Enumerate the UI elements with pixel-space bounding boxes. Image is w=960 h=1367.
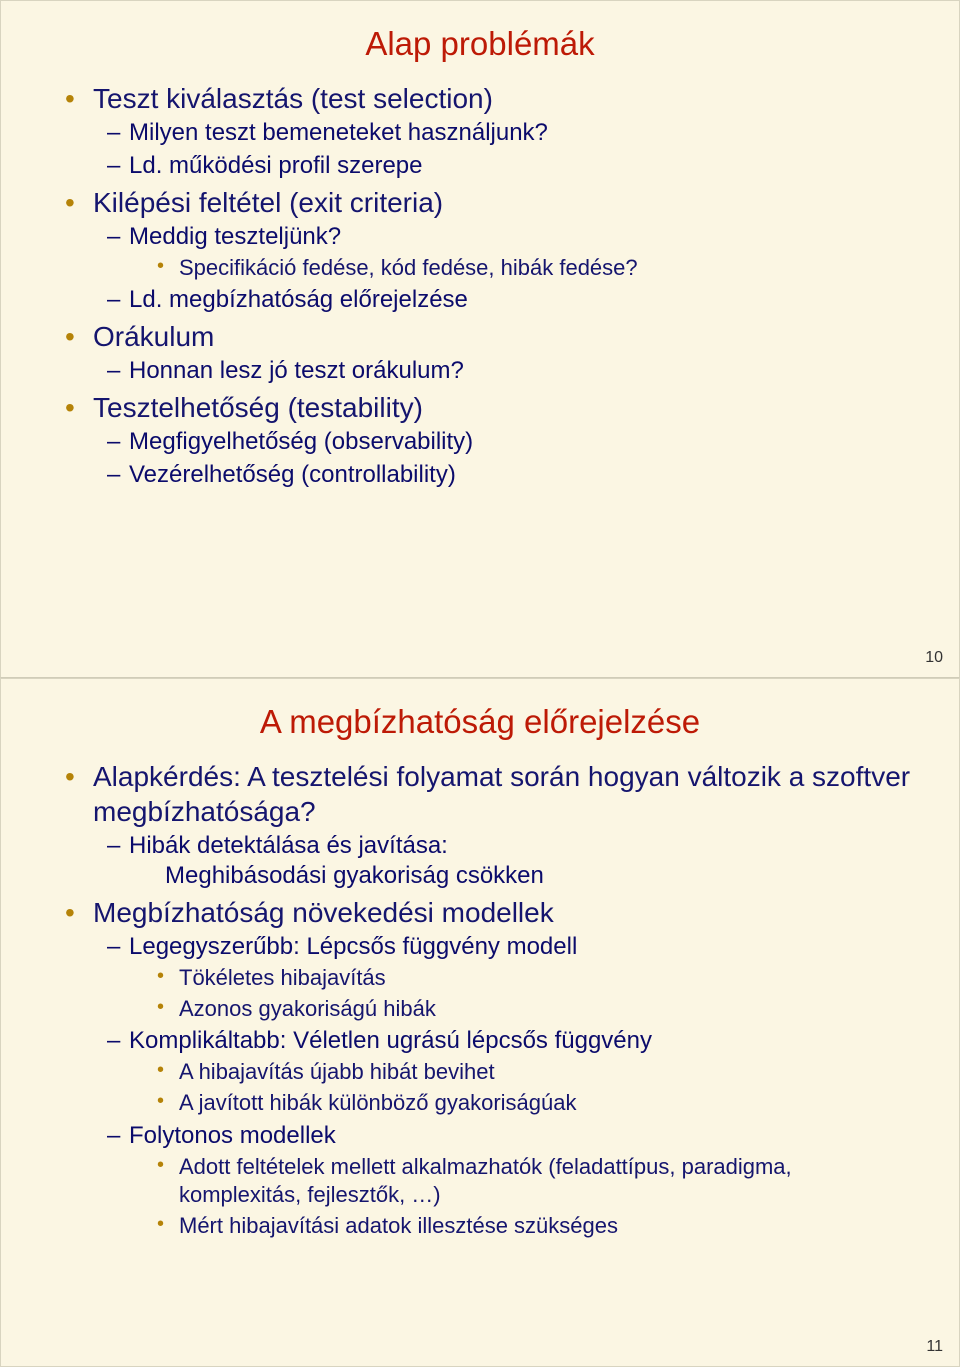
item-text: Tesztelhetőség (testability) <box>93 392 423 423</box>
list-item: Megfigyelhetőség (observability) <box>93 427 919 457</box>
bullet-list-lvl2: Megfigyelhetőség (observability) Vezérel… <box>93 427 919 490</box>
list-item: Hibák detektálása és javítása: Meghibáso… <box>93 831 919 891</box>
bullet-list-lvl1: Teszt kiválasztás (test selection) Milye… <box>65 81 919 490</box>
bullet-list-lvl2: Meddig teszteljünk? Specifikáció fedése,… <box>93 222 919 315</box>
list-item: Komplikáltabb: Véletlen ugrású lépcsős f… <box>93 1026 919 1117</box>
list-item: Honnan lesz jó teszt orákulum? <box>93 356 919 386</box>
slide-content: Alapkérdés: A tesztelési folyamat során … <box>1 759 959 1240</box>
bullet-list-lvl2: Hibák detektálása és javítása: Meghibáso… <box>93 831 919 891</box>
item-text: Honnan lesz jó teszt orákulum? <box>129 357 464 384</box>
item-text: A hibajavítás újabb hibát bevihet <box>179 1059 495 1084</box>
item-text: Ld. megbízhatóság előrejelzése <box>129 286 468 313</box>
list-item: Legegyszerűbb: Lépcsős függvény modell T… <box>93 932 919 1023</box>
item-text: Hibák detektálása és javítása: <box>129 832 448 859</box>
slide-2: A megbízhatóság előrejelzése Alapkérdés:… <box>0 678 960 1367</box>
item-text: Tökéletes hibajavítás <box>179 965 386 990</box>
slide-1: Alap problémák Teszt kiválasztás (test s… <box>0 0 960 678</box>
list-item: Milyen teszt bemeneteket használjunk? <box>93 118 919 148</box>
item-text: Legegyszerűbb: Lépcsős függvény modell <box>129 933 577 960</box>
item-text: A javított hibák különböző gyakoriságúak <box>179 1090 576 1115</box>
item-text: Megfigyelhetőség (observability) <box>129 428 473 455</box>
list-item: Kilépési feltétel (exit criteria) Meddig… <box>65 185 919 315</box>
item-text: Alapkérdés: A tesztelési folyamat során … <box>93 761 910 827</box>
bullet-list-lvl3: A hibajavítás újabb hibát bevihet A javí… <box>129 1058 919 1117</box>
list-item: Ld. megbízhatóság előrejelzése <box>93 285 919 315</box>
list-item: Alapkérdés: A tesztelési folyamat során … <box>65 759 919 891</box>
item-text: Specifikáció fedése, kód fedése, hibák f… <box>179 255 638 280</box>
bullet-list-lvl2: Milyen teszt bemeneteket használjunk? Ld… <box>93 118 919 181</box>
item-text: Kilépési feltétel (exit criteria) <box>93 187 443 218</box>
item-text: Vezérelhetőség (controllability) <box>129 461 456 488</box>
bullet-list-lvl3: Adott feltételek mellett alkalmazhatók (… <box>129 1153 919 1240</box>
bullet-list-lvl3: Tökéletes hibajavítás Azonos gyakoriságú… <box>129 964 919 1023</box>
item-text: Meddig teszteljünk? <box>129 223 341 250</box>
page-number: 11 <box>926 1338 943 1356</box>
list-item: Adott feltételek mellett alkalmazhatók (… <box>129 1153 919 1209</box>
list-item: Meddig teszteljünk? Specifikáció fedése,… <box>93 222 919 282</box>
bullet-list-lvl1: Alapkérdés: A tesztelési folyamat során … <box>65 759 919 1240</box>
list-item: Specifikáció fedése, kód fedése, hibák f… <box>129 254 919 282</box>
list-item: A javított hibák különböző gyakoriságúak <box>129 1089 919 1117</box>
list-item: Azonos gyakoriságú hibák <box>129 995 919 1023</box>
slide-title: Alap problémák <box>1 1 959 81</box>
list-item: Ld. működési profil szerepe <box>93 151 919 181</box>
page-number: 10 <box>925 649 943 667</box>
item-text: Adott feltételek mellett alkalmazhatók (… <box>179 1154 792 1207</box>
item-text: Milyen teszt bemeneteket használjunk? <box>129 119 548 146</box>
item-text: Ld. működési profil szerepe <box>129 152 422 179</box>
list-item: Megbízhatóság növekedési modellek Legegy… <box>65 895 919 1240</box>
list-item: Tökéletes hibajavítás <box>129 964 919 992</box>
bullet-list-lvl2: Honnan lesz jó teszt orákulum? <box>93 356 919 386</box>
slide-content: Teszt kiválasztás (test selection) Milye… <box>1 81 959 490</box>
bullet-list-lvl3: Specifikáció fedése, kód fedése, hibák f… <box>129 254 919 282</box>
list-item: Tesztelhetőség (testability) Megfigyelhe… <box>65 390 919 490</box>
list-item: A hibajavítás újabb hibát bevihet <box>129 1058 919 1086</box>
item-text: Folytonos modellek <box>129 1122 336 1149</box>
item-text: Mért hibajavítási adatok illesztése szük… <box>179 1213 618 1238</box>
item-text: Megbízhatóság növekedési modellek <box>93 897 554 928</box>
item-text: Orákulum <box>93 321 214 352</box>
item-text: Teszt kiválasztás (test selection) <box>93 83 493 114</box>
item-text: Azonos gyakoriságú hibák <box>179 996 436 1021</box>
list-item: Teszt kiválasztás (test selection) Milye… <box>65 81 919 181</box>
slide-title: A megbízhatóság előrejelzése <box>1 679 959 759</box>
item-subline: Meghibásodási gyakoriság csökken <box>129 861 919 891</box>
list-item: Folytonos modellek Adott feltételek mell… <box>93 1121 919 1240</box>
bullet-list-lvl2: Legegyszerűbb: Lépcsős függvény modell T… <box>93 932 919 1240</box>
item-text: Komplikáltabb: Véletlen ugrású lépcsős f… <box>129 1027 652 1054</box>
list-item: Orákulum Honnan lesz jó teszt orákulum? <box>65 319 919 386</box>
list-item: Vezérelhetőség (controllability) <box>93 460 919 490</box>
list-item: Mért hibajavítási adatok illesztése szük… <box>129 1212 919 1240</box>
